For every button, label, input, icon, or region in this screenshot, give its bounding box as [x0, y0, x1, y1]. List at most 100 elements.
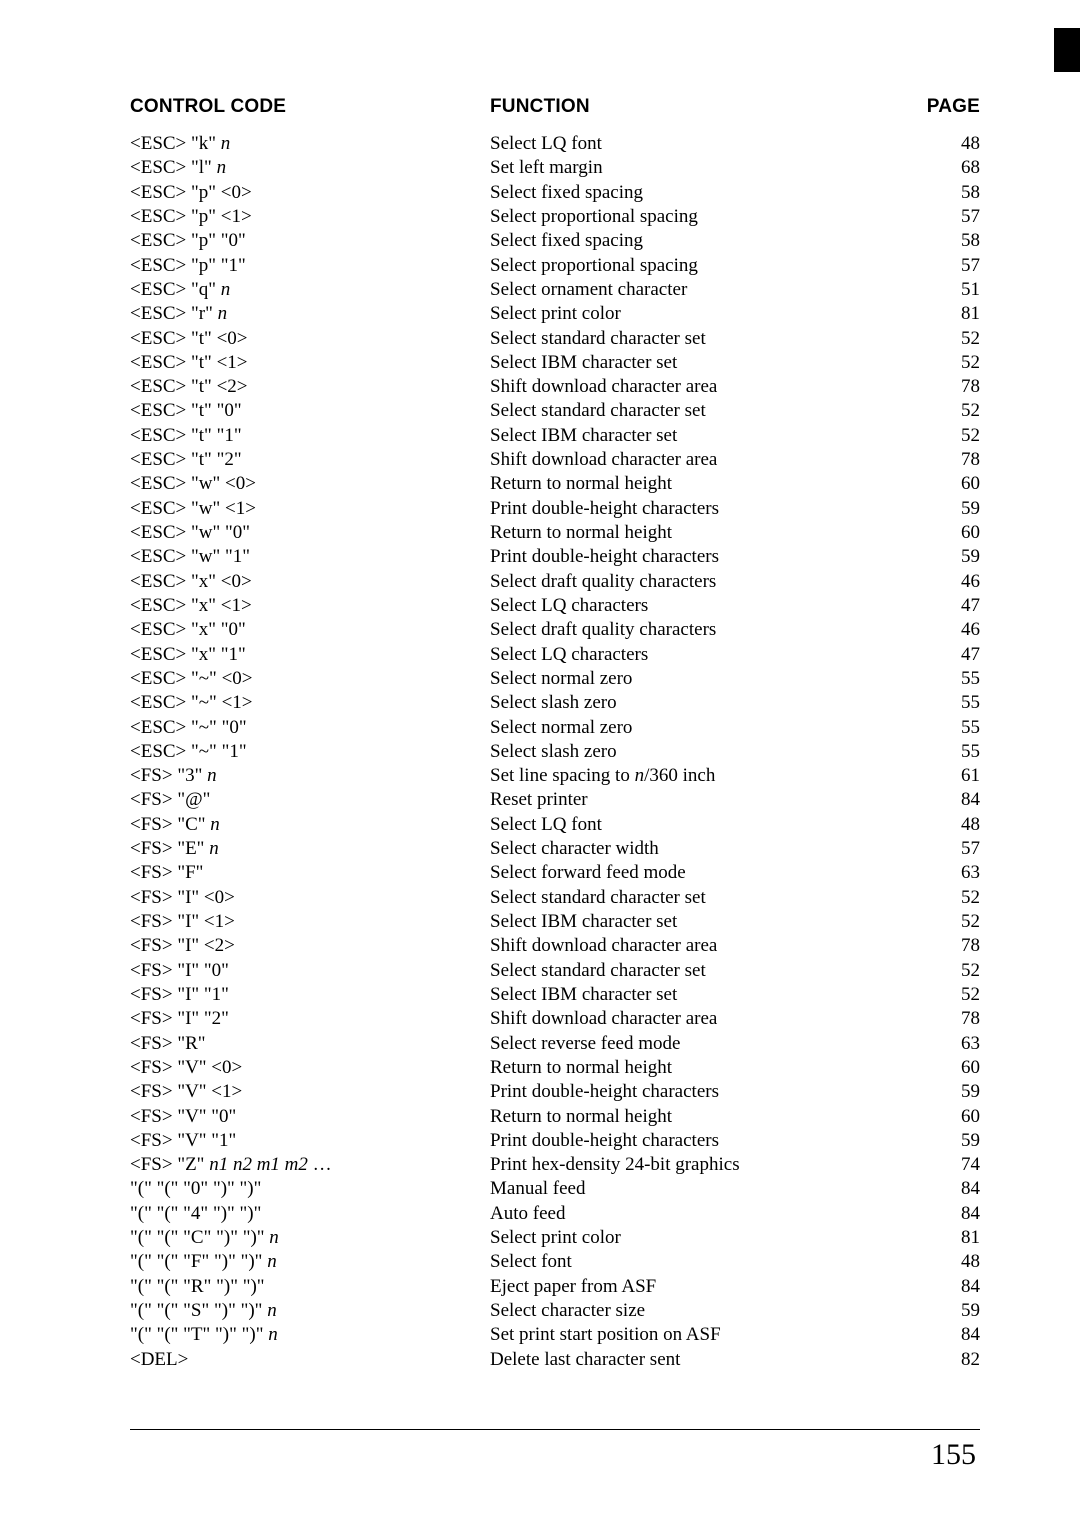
table-row: "(" "(" "C" ")" ")" nSelect print color8… [130, 1226, 980, 1250]
cell-page: 68 [900, 156, 980, 180]
cell-code: <FS> "@" [130, 788, 490, 812]
table-body: <ESC> "k" nSelect LQ font48<ESC> "l" nSe… [130, 132, 980, 1372]
cell-function: Set line spacing to n/360 inch [490, 764, 890, 788]
cell-code: <ESC> "r" n [130, 302, 490, 326]
cell-function: Return to normal height [490, 472, 890, 496]
cell-function: Select IBM character set [490, 351, 890, 375]
page-number: 155 [931, 1438, 976, 1472]
cell-function: Select print color [490, 302, 890, 326]
cell-function: Reset printer [490, 788, 890, 812]
table-row: <ESC> "q" nSelect ornament character51 [130, 278, 980, 302]
table-row: <ESC> "k" nSelect LQ font48 [130, 132, 980, 156]
cell-code: <ESC> "w" <0> [130, 472, 490, 496]
table-row: <ESC> "x" <0>Select draft quality charac… [130, 570, 980, 594]
cell-page: 59 [900, 1129, 980, 1153]
cell-page: 55 [900, 716, 980, 740]
cell-function: Select normal zero [490, 667, 890, 691]
cell-code: "(" "(" "T" ")" ")" n [130, 1323, 490, 1347]
cell-code: <ESC> "t" <0> [130, 327, 490, 351]
table-row: <DEL>Delete last character sent82 [130, 1348, 980, 1372]
cell-page: 52 [900, 424, 980, 448]
cell-code: <FS> "3" n [130, 764, 490, 788]
cell-page: 58 [900, 181, 980, 205]
cell-page: 52 [900, 351, 980, 375]
cell-page: 60 [900, 472, 980, 496]
table-row: <FS> "@"Reset printer84 [130, 788, 980, 812]
table-row: <ESC> "t" <1>Select IBM character set 52 [130, 351, 980, 375]
cell-function: Auto feed [490, 1202, 890, 1226]
cell-code: <ESC> "x" "0" [130, 618, 490, 642]
cell-page: 60 [900, 521, 980, 545]
cell-function: Print hex-density 24-bit graphics [490, 1153, 890, 1177]
cell-page: 84 [900, 1323, 980, 1347]
cell-page: 57 [900, 205, 980, 229]
cell-page: 78 [900, 1007, 980, 1031]
cell-function: Select proportional spacing [490, 205, 890, 229]
table-row: <ESC> "x" "1"Select LQ characters47 [130, 643, 980, 667]
cell-function: Select ornament character [490, 278, 890, 302]
cell-code: "(" "(" "R" ")" ")" [130, 1275, 490, 1299]
cell-code: <FS> "I" <1> [130, 910, 490, 934]
cell-code: <FS> "E" n [130, 837, 490, 861]
table-row: <FS> "3" nSet line spacing to n/360 inch… [130, 764, 980, 788]
table-row: <ESC> "~" <1>Select slash zero55 [130, 691, 980, 715]
table-row: "(" "(" "S" ")" ")" nSelect character si… [130, 1299, 980, 1323]
cell-function: Return to normal height [490, 1056, 890, 1080]
cell-page: 58 [900, 229, 980, 253]
cell-function: Select standard character set [490, 327, 890, 351]
cell-page: 57 [900, 837, 980, 861]
cell-page: 47 [900, 594, 980, 618]
cell-code: <ESC> "t" <1> [130, 351, 490, 375]
cell-page: 48 [900, 132, 980, 156]
cell-page: 59 [900, 1299, 980, 1323]
cell-code: <FS> "V" <0> [130, 1056, 490, 1080]
table-row: <FS> "I" <0>Select standard character se… [130, 886, 980, 910]
table-row: <ESC> "t" "0"Select standard character s… [130, 399, 980, 423]
cell-code: "(" "(" "S" ")" ")" n [130, 1299, 490, 1323]
cell-code: <ESC> "p" <0> [130, 181, 490, 205]
cell-code: <ESC> "~" <1> [130, 691, 490, 715]
cell-page: 59 [900, 545, 980, 569]
cell-function: Select forward feed mode [490, 861, 890, 885]
cell-page: 47 [900, 643, 980, 667]
cell-function: Shift download character area [490, 448, 890, 472]
cell-code: <ESC> "x" <1> [130, 594, 490, 618]
content-area: CONTROL CODE FUNCTION PAGE <ESC> "k" nSe… [130, 96, 980, 1372]
cell-function: Select character size [490, 1299, 890, 1323]
cell-function: Select proportional spacing [490, 254, 890, 278]
cell-page: 60 [900, 1056, 980, 1080]
cell-function: Shift download character area [490, 934, 890, 958]
table-row: <ESC> "p" <0>Select fixed spacing58 [130, 181, 980, 205]
table-row: <FS> "V" "0"Return to normal height60 [130, 1105, 980, 1129]
table-row: <ESC> "w" "1"Print double-height charact… [130, 545, 980, 569]
table-row: <FS> "V" <1>Print double-height characte… [130, 1080, 980, 1104]
cell-function: Print double-height characters [490, 497, 890, 521]
cell-page: 82 [900, 1348, 980, 1372]
cell-function: Eject paper from ASF [490, 1275, 890, 1299]
table-row: <FS> "R"Select reverse feed mode63 [130, 1032, 980, 1056]
table-row: <FS> "V" "1"Print double-height characte… [130, 1129, 980, 1153]
table-row: "(" "(" "F" ")" ")" nSelect font48 [130, 1250, 980, 1274]
table-row: <ESC> "r" nSelect print color81 [130, 302, 980, 326]
page: CONTROL CODE FUNCTION PAGE <ESC> "k" nSe… [0, 0, 1080, 1518]
cell-function: Select standard character set [490, 399, 890, 423]
table-row: "(" "(" "0" ")" ")"Manual feed84 [130, 1177, 980, 1201]
cell-page: 51 [900, 278, 980, 302]
cell-function: Select LQ characters [490, 643, 890, 667]
cell-page: 52 [900, 959, 980, 983]
cell-page: 63 [900, 1032, 980, 1056]
cell-function: Select print color [490, 1226, 890, 1250]
cell-page: 55 [900, 740, 980, 764]
cell-code: <FS> "F" [130, 861, 490, 885]
corner-mark [1054, 28, 1080, 72]
cell-code: <FS> "V" "1" [130, 1129, 490, 1153]
cell-code: <ESC> "~" "1" [130, 740, 490, 764]
cell-code: <FS> "R" [130, 1032, 490, 1056]
cell-function: Set print start position on ASF [490, 1323, 890, 1347]
cell-function: Select IBM character set [490, 910, 890, 934]
table-row: <ESC> "w" <0>Return to normal height 60 [130, 472, 980, 496]
cell-code: <ESC> "p" "1" [130, 254, 490, 278]
cell-page: 55 [900, 667, 980, 691]
cell-page: 46 [900, 570, 980, 594]
cell-page: 52 [900, 399, 980, 423]
